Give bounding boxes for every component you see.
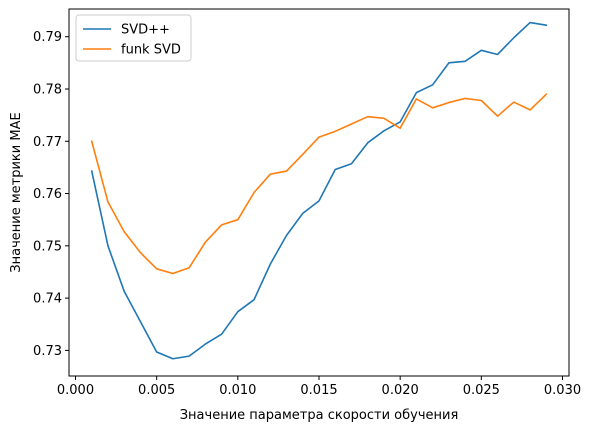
x-tick-label: 0.015 — [300, 383, 337, 398]
y-axis-title: Значение метрики MAE — [9, 112, 24, 272]
legend-label: funk SVD — [121, 43, 181, 58]
x-tick-label: 0.000 — [57, 383, 94, 398]
x-tick-label: 0.025 — [463, 383, 500, 398]
x-tick-label: 0.030 — [544, 383, 581, 398]
y-tick-label: 0.78 — [33, 82, 62, 97]
series-line-funk-svd — [90, 93, 548, 275]
legend-label: SVD++ — [121, 23, 170, 38]
x-axis-title: Значение параметра скорости обучения — [180, 408, 459, 423]
y-tick-label: 0.74 — [33, 292, 62, 307]
y-tick-label: 0.75 — [33, 239, 62, 254]
y-tick-label: 0.76 — [33, 187, 62, 202]
y-tick-label: 0.73 — [33, 344, 62, 359]
plot-background — [69, 9, 569, 376]
y-axis: 0.73 0.74 0.75 0.76 0.77 0.78 0.79 — [33, 30, 69, 359]
y-tick-label: 0.79 — [33, 30, 62, 45]
x-axis: 0.000 0.005 0.010 0.015 0.020 0.025 0.030 — [57, 376, 581, 398]
x-tick-label: 0.010 — [219, 383, 256, 398]
x-tick-label: 0.020 — [382, 383, 419, 398]
x-tick-label: 0.005 — [138, 383, 175, 398]
series-line-svdpp — [90, 21, 548, 360]
legend: SVD++ funk SVD — [75, 14, 192, 62]
series-layer — [90, 21, 548, 360]
y-tick-label: 0.77 — [33, 135, 62, 150]
